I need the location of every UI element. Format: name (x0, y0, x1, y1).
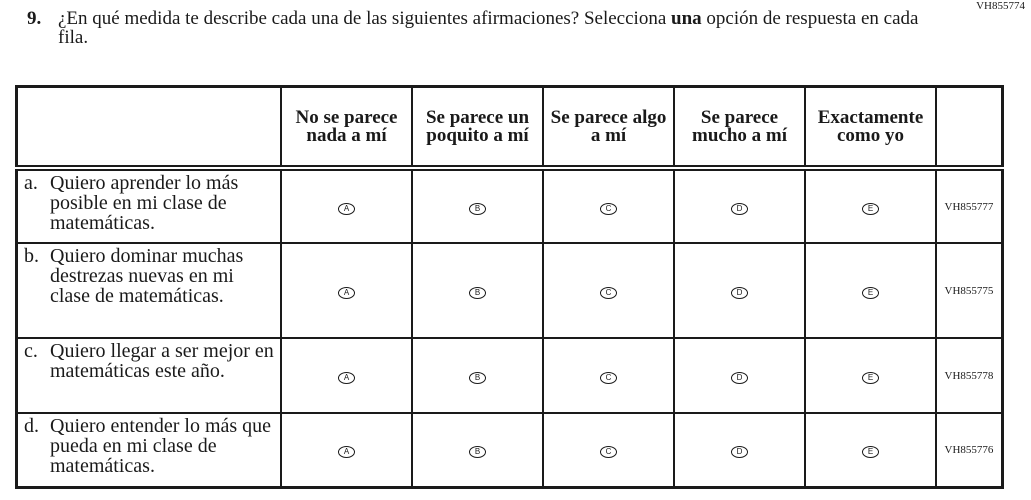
option-cell: D (673, 167, 806, 244)
option-cell: C (542, 412, 675, 488)
option-cell: A (280, 167, 413, 244)
option-cell: D (673, 337, 806, 414)
option-cell: B (411, 242, 544, 339)
question-number: 9. (27, 8, 42, 29)
option-cell: A (280, 412, 413, 488)
answer-bubble-a[interactable]: A (338, 286, 355, 299)
table-row: d. Quiero entender lo más que pueda en mi… (15, 412, 1004, 488)
answer-bubble-c[interactable]: C (600, 371, 617, 384)
option-cell: E (804, 242, 937, 339)
column-header: Se parece mucho a mí (673, 85, 806, 171)
answer-bubble-e[interactable]: E (862, 445, 879, 458)
statement-text: Quiero llegar a ser mejor en matemáticas… (50, 340, 274, 382)
table-row: b. Quiero dominar muchas destrezas nuevas… (15, 242, 1004, 339)
statement-cell: c. Quiero llegar a ser mejor en matemátic… (15, 337, 282, 414)
table-row: a. Quiero aprender lo más posible en mi c… (15, 167, 1004, 244)
answer-bubble-d[interactable]: D (731, 286, 748, 299)
column-header: No se parece nada a mí (280, 85, 413, 171)
table-row: c. Quiero llegar a ser mejor en matemátic… (15, 337, 1004, 414)
option-cell: B (411, 337, 544, 414)
statement-letter: a. (24, 172, 38, 194)
header-blank (15, 85, 282, 171)
option-cell: D (673, 242, 806, 339)
column-header: Se parece un poquito a mí (411, 85, 544, 171)
header-row: No se parece nada a mí Se parece un poqu… (15, 85, 1004, 171)
statement-cell: a. Quiero aprender lo más posible en mi c… (15, 167, 282, 244)
item-code: VH855776 (935, 412, 1004, 488)
option-cell: A (280, 242, 413, 339)
answer-bubble-e[interactable]: E (862, 371, 879, 384)
option-cell: E (804, 412, 937, 488)
answer-bubble-e[interactable]: E (862, 286, 879, 299)
answer-bubble-c[interactable]: C (600, 445, 617, 458)
response-table: No se parece nada a mí Se parece un poqu… (15, 85, 1004, 489)
answer-bubble-c[interactable]: C (600, 202, 617, 215)
answer-bubble-d[interactable]: D (731, 202, 748, 215)
column-header: Se parece algo a mí (542, 85, 675, 171)
column-header: Exactamente como yo (804, 85, 937, 171)
option-cell: B (411, 167, 544, 244)
answer-bubble-a[interactable]: A (338, 202, 355, 215)
answer-bubble-b[interactable]: B (469, 286, 486, 299)
option-cell: D (673, 412, 806, 488)
statement-letter: b. (24, 245, 39, 267)
statement-text: Quiero dominar muchas destrezas nuevas e… (50, 245, 244, 307)
option-cell: C (542, 337, 675, 414)
option-cell: C (542, 242, 675, 339)
question-id: VH855774 (976, 0, 1025, 12)
statement-cell: b. Quiero dominar muchas destrezas nuevas… (15, 242, 282, 339)
item-code: VH855775 (935, 242, 1004, 339)
statement-letter: c. (24, 340, 38, 362)
header-blank (935, 85, 1004, 171)
answer-bubble-e[interactable]: E (862, 202, 879, 215)
option-cell: E (804, 337, 937, 414)
option-cell: B (411, 412, 544, 488)
statement-text: Quiero aprender lo más posible en mi cla… (50, 172, 239, 234)
statement-letter: d. (24, 415, 39, 437)
answer-bubble-b[interactable]: B (469, 371, 486, 384)
item-code: VH855778 (935, 337, 1004, 414)
answer-bubble-b[interactable]: B (469, 202, 486, 215)
question-text: ¿En qué medida te describe cada una de l… (58, 9, 928, 47)
option-cell: C (542, 167, 675, 244)
statement-text: Quiero entender lo más que pueda en mi c… (50, 415, 272, 477)
option-cell: A (280, 337, 413, 414)
answer-bubble-d[interactable]: D (731, 445, 748, 458)
answer-bubble-b[interactable]: B (469, 445, 486, 458)
answer-bubble-a[interactable]: A (338, 371, 355, 384)
statement-cell: d. Quiero entender lo más que pueda en mi… (15, 412, 282, 488)
answer-bubble-a[interactable]: A (338, 445, 355, 458)
item-code: VH855777 (935, 167, 1004, 244)
question-text-part: opción de respuesta en cada fila. (58, 8, 919, 48)
question-text-bold: una (671, 8, 702, 29)
option-cell: E (804, 167, 937, 244)
question-text-part: ¿En qué medida te describe cada una de l… (58, 8, 672, 29)
answer-bubble-d[interactable]: D (731, 371, 748, 384)
answer-bubble-c[interactable]: C (600, 286, 617, 299)
